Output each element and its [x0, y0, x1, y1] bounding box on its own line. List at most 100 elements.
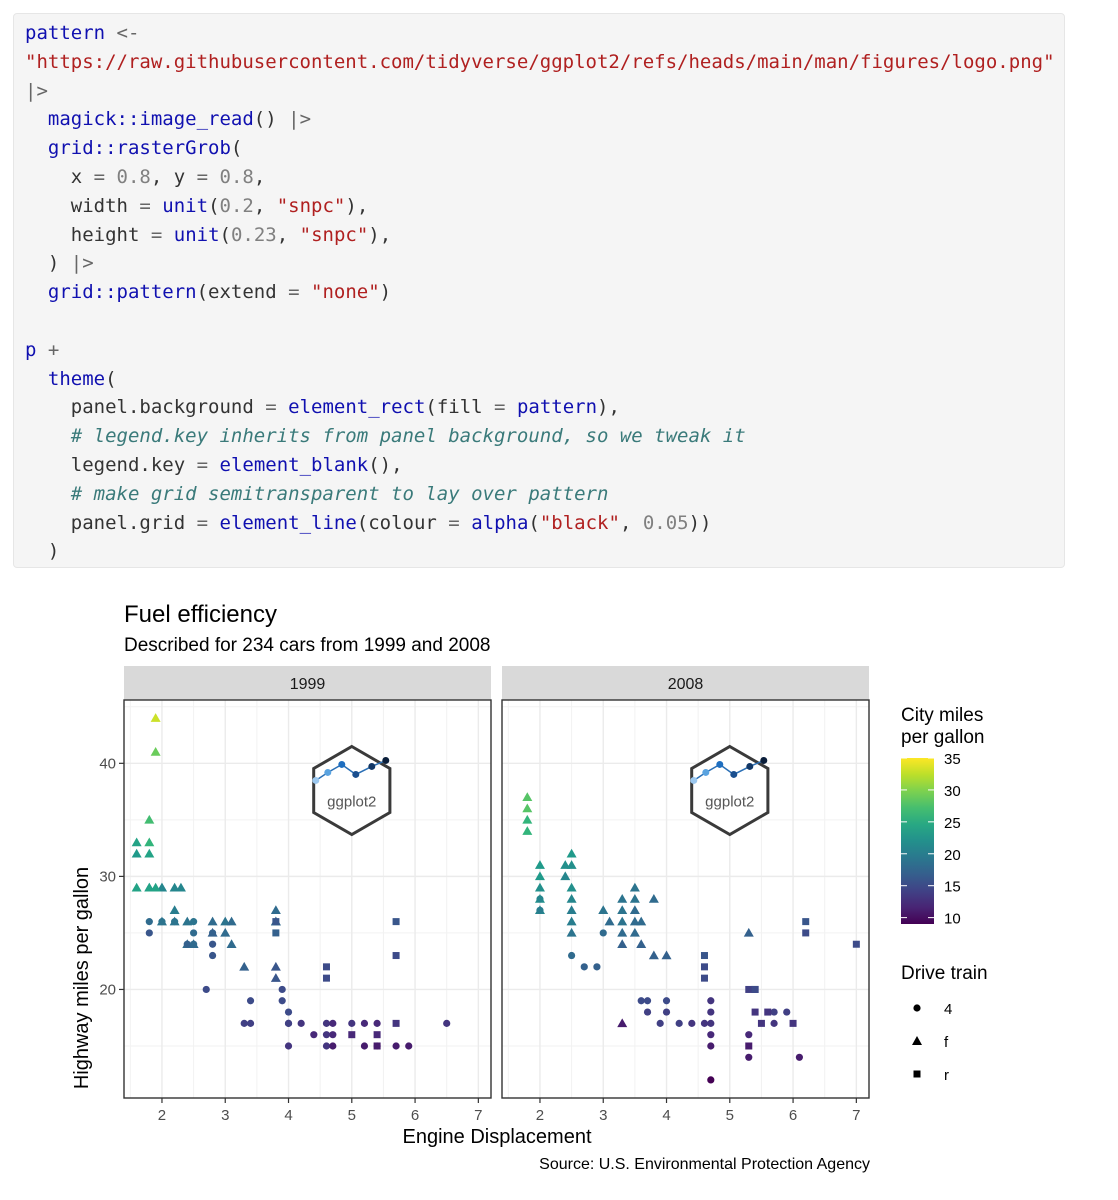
data-point: [566, 927, 577, 937]
data-point: [171, 918, 179, 926]
code-line: grid::rasterGrob(: [25, 134, 1055, 163]
data-point: [617, 939, 628, 948]
colorbar-label: 35: [944, 751, 961, 768]
data-point: [175, 882, 186, 892]
code-token: alpha: [471, 511, 529, 534]
code-token: (),: [368, 453, 403, 476]
data-point: [207, 916, 218, 926]
data-point: [700, 952, 708, 960]
facet-strip-label: 1999: [290, 676, 326, 693]
code-token: p: [25, 338, 37, 361]
code-token: <-: [105, 22, 140, 44]
panel-background: [502, 700, 869, 1098]
colorbar-label: 30: [944, 783, 961, 800]
data-point: [405, 1042, 413, 1050]
y-tick-label: 40: [99, 755, 116, 772]
data-point: [240, 1019, 248, 1027]
legend-key-square: [913, 1070, 921, 1078]
data-point: [208, 951, 217, 960]
color-legend-title: per gallon: [901, 727, 984, 748]
data-point: [373, 1031, 381, 1039]
data-point: [745, 1042, 753, 1050]
data-point: [751, 1008, 759, 1016]
data-point: [272, 918, 280, 926]
data-point: [278, 997, 286, 1005]
data-point: [648, 950, 659, 960]
data-point: [707, 1008, 715, 1016]
data-point: [745, 985, 753, 993]
code-token: element_blank: [219, 453, 369, 476]
code-line: legend.key = element_blank(),: [25, 451, 1055, 480]
data-point: [392, 1019, 400, 1027]
data-point: [239, 961, 250, 971]
data-point: [156, 882, 167, 892]
data-point: [284, 1019, 293, 1027]
data-point: [144, 814, 155, 824]
colorbar-label: 15: [944, 879, 961, 896]
code-line: ) |>: [25, 249, 1055, 278]
x-tick-label: 6: [411, 1107, 419, 1124]
code-token: panel.grid: [25, 511, 197, 534]
data-point: [182, 916, 193, 926]
code-line: |>: [25, 77, 1055, 106]
data-point: [745, 1053, 753, 1061]
code-token: ),: [597, 396, 620, 419]
code-token: |>: [70, 252, 94, 275]
code-block: pattern <- "https://raw.githubusercontent…: [13, 13, 1065, 568]
data-point: [220, 927, 231, 937]
code-token: grid::rasterGrob: [47, 137, 231, 160]
code-token: # legend.key inherits from panel backgro…: [25, 425, 746, 448]
data-point: [373, 1019, 381, 1027]
code-token: [300, 281, 311, 303]
data-point: [522, 814, 533, 824]
code-token: (extend: [196, 281, 289, 304]
data-point: [598, 905, 609, 915]
data-point: [604, 916, 615, 926]
data-point: [322, 974, 330, 982]
code-token: "snpc": [276, 194, 346, 217]
data-point: [360, 1042, 369, 1050]
data-point: [144, 848, 155, 858]
data-point: [770, 1008, 778, 1016]
x-tick-label: 6: [789, 1107, 797, 1124]
x-tick-label: 7: [852, 1107, 860, 1124]
panel-border: [501, 699, 870, 1099]
colorbar-label: 25: [944, 815, 961, 832]
code-line: magick::image_read() |>: [25, 105, 1055, 134]
code-token: x: [25, 165, 94, 188]
data-point: [568, 951, 576, 960]
code-token: |>: [288, 108, 312, 131]
code-token: 0.23: [230, 223, 277, 246]
data-point: [144, 882, 155, 892]
data-point: [629, 894, 640, 903]
code-token: ,: [619, 511, 643, 534]
logo-dot: [760, 756, 768, 764]
data-point: [278, 985, 286, 994]
code-token: magick::image_read: [47, 108, 254, 131]
code-token: 0.8: [219, 165, 254, 188]
data-point: [310, 1031, 318, 1039]
code-token: [25, 368, 48, 390]
data-point: [560, 871, 571, 881]
shape-legend-label: f: [944, 1034, 949, 1051]
chart-subtitle: Described for 234 cars from 1999 and 200…: [124, 635, 491, 656]
data-point: [802, 929, 810, 937]
data-point: [700, 1019, 709, 1027]
code-line: grid::pattern(extend = "none"): [25, 278, 1055, 307]
x-tick-label: 3: [221, 1107, 229, 1124]
colorbar: [901, 758, 934, 924]
code-line: ): [25, 537, 1055, 566]
code-token: (: [230, 137, 243, 160]
y-tick-label: 20: [99, 981, 116, 998]
code-token: =: [139, 194, 151, 217]
x-tick-label: 7: [474, 1107, 482, 1124]
code-token: =: [288, 281, 300, 304]
y-axis-title: Highway miles per gallon: [71, 867, 93, 1089]
code-token: "https://raw.githubusercontent.com/tidyv…: [25, 50, 1055, 73]
data-point: [643, 997, 652, 1005]
data-point: [522, 792, 533, 801]
data-point: [348, 1019, 356, 1027]
facet-strip: [502, 666, 869, 700]
data-point: [599, 929, 607, 937]
data-point: [220, 916, 231, 926]
